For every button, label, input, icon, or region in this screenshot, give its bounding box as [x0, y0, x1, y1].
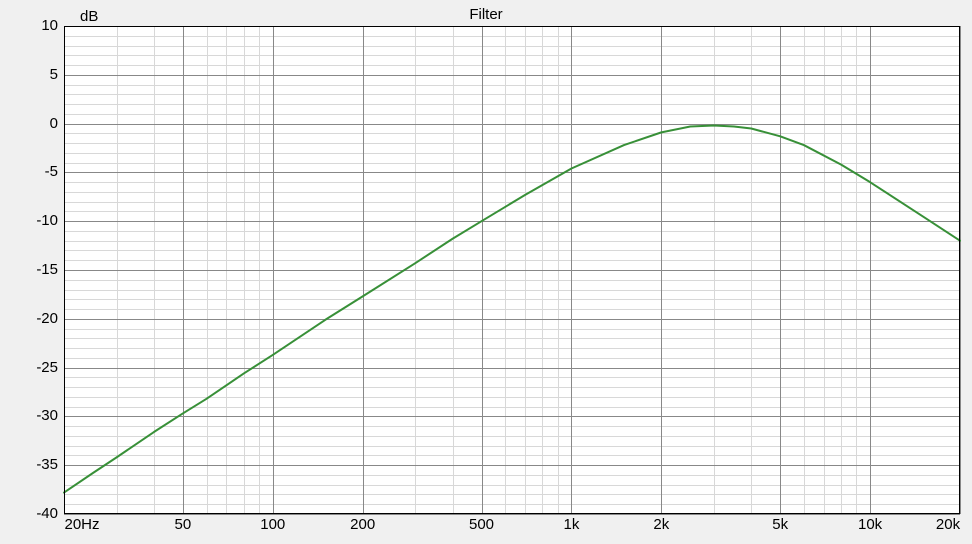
- y-tick-label: -30: [8, 407, 58, 424]
- x-tick-label: 1k: [564, 516, 580, 533]
- x-tick-label: 5k: [772, 516, 788, 533]
- x-tick-label: 500: [469, 516, 494, 533]
- y-tick-label: -20: [8, 310, 58, 327]
- y-tick-label: -35: [8, 456, 58, 473]
- y-tick-label: -25: [8, 359, 58, 376]
- x-tick-label: 20Hz: [64, 516, 99, 533]
- y-tick-label: 5: [8, 66, 58, 83]
- x-tick-label: 100: [260, 516, 285, 533]
- chart-frame: Filter 1050-5-10-15-20-25-30-35-4020Hz50…: [4, 4, 968, 540]
- y-tick-label: 10: [8, 17, 58, 34]
- x-tick-label: 10k: [858, 516, 882, 533]
- x-tick-label: 2k: [653, 516, 669, 533]
- y-tick-label: -15: [8, 261, 58, 278]
- x-tick-label: 20k: [936, 516, 960, 533]
- y-tick-label: -10: [8, 212, 58, 229]
- y-axis-unit-label: dB: [80, 8, 98, 25]
- chart-plot: [4, 4, 968, 540]
- y-tick-label: -40: [8, 505, 58, 522]
- x-tick-label: 200: [350, 516, 375, 533]
- y-tick-label: 0: [8, 115, 58, 132]
- x-tick-label: 50: [175, 516, 192, 533]
- y-tick-label: -5: [8, 163, 58, 180]
